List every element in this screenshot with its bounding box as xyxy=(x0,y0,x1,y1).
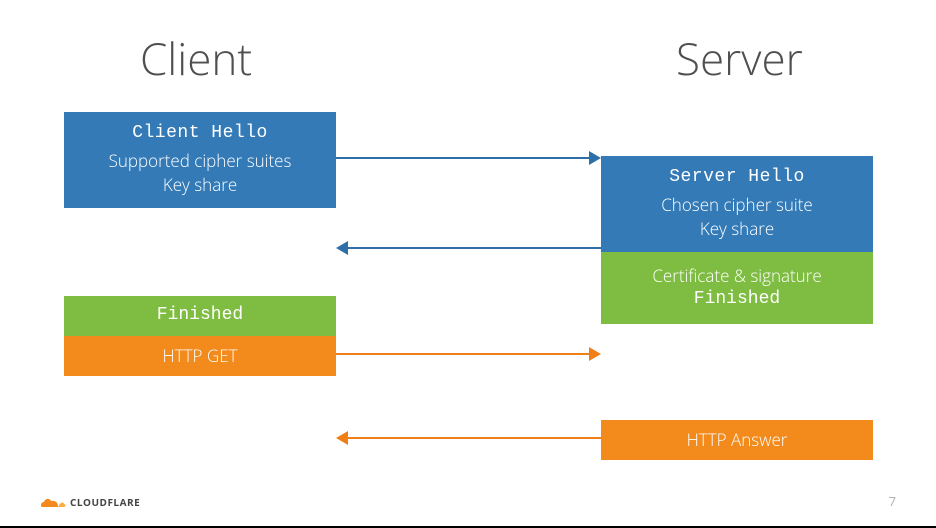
client-finished-line: Finished xyxy=(157,303,243,328)
server-cert-box: Certificate & signature Finished xyxy=(601,252,873,324)
arrow-head-2 xyxy=(589,347,601,361)
http-answer-line: HTTP Answer xyxy=(687,428,788,452)
http-get-box: HTTP GET xyxy=(64,336,336,376)
arrow-3 xyxy=(348,437,601,439)
arrow-0 xyxy=(336,157,589,159)
server-hello-line2: Key share xyxy=(700,217,774,241)
server-hello-box: Server Hello Chosen cipher suite Key sha… xyxy=(601,156,873,252)
client-hello-box: Client Hello Supported cipher suites Key… xyxy=(64,112,336,208)
arrow-1 xyxy=(348,247,601,249)
logo-text: CLOUDFLARE xyxy=(70,495,140,509)
client-hello-line2: Key share xyxy=(163,173,237,197)
client-heading: Client xyxy=(140,28,252,88)
server-finished-line: Finished xyxy=(694,287,780,312)
arrow-head-3 xyxy=(336,431,348,445)
arrow-head-0 xyxy=(589,151,601,165)
http-answer-box: HTTP Answer xyxy=(601,420,873,460)
server-hello-line1: Chosen cipher suite xyxy=(661,193,813,217)
cloudflare-logo: CLOUDFLARE xyxy=(40,494,140,510)
server-heading: Server xyxy=(676,28,803,88)
client-finished-box: Finished xyxy=(64,296,336,336)
server-cert-line1: Certificate & signature xyxy=(652,264,821,288)
cloudflare-icon xyxy=(40,494,66,510)
arrow-head-1 xyxy=(336,241,348,255)
arrow-2 xyxy=(336,353,589,355)
client-hello-title: Client Hello xyxy=(132,123,268,143)
page-number: 7 xyxy=(889,492,896,510)
client-hello-line1: Supported cipher suites xyxy=(109,149,292,173)
http-get-line: HTTP GET xyxy=(162,344,237,368)
server-hello-title: Server Hello xyxy=(669,167,805,187)
